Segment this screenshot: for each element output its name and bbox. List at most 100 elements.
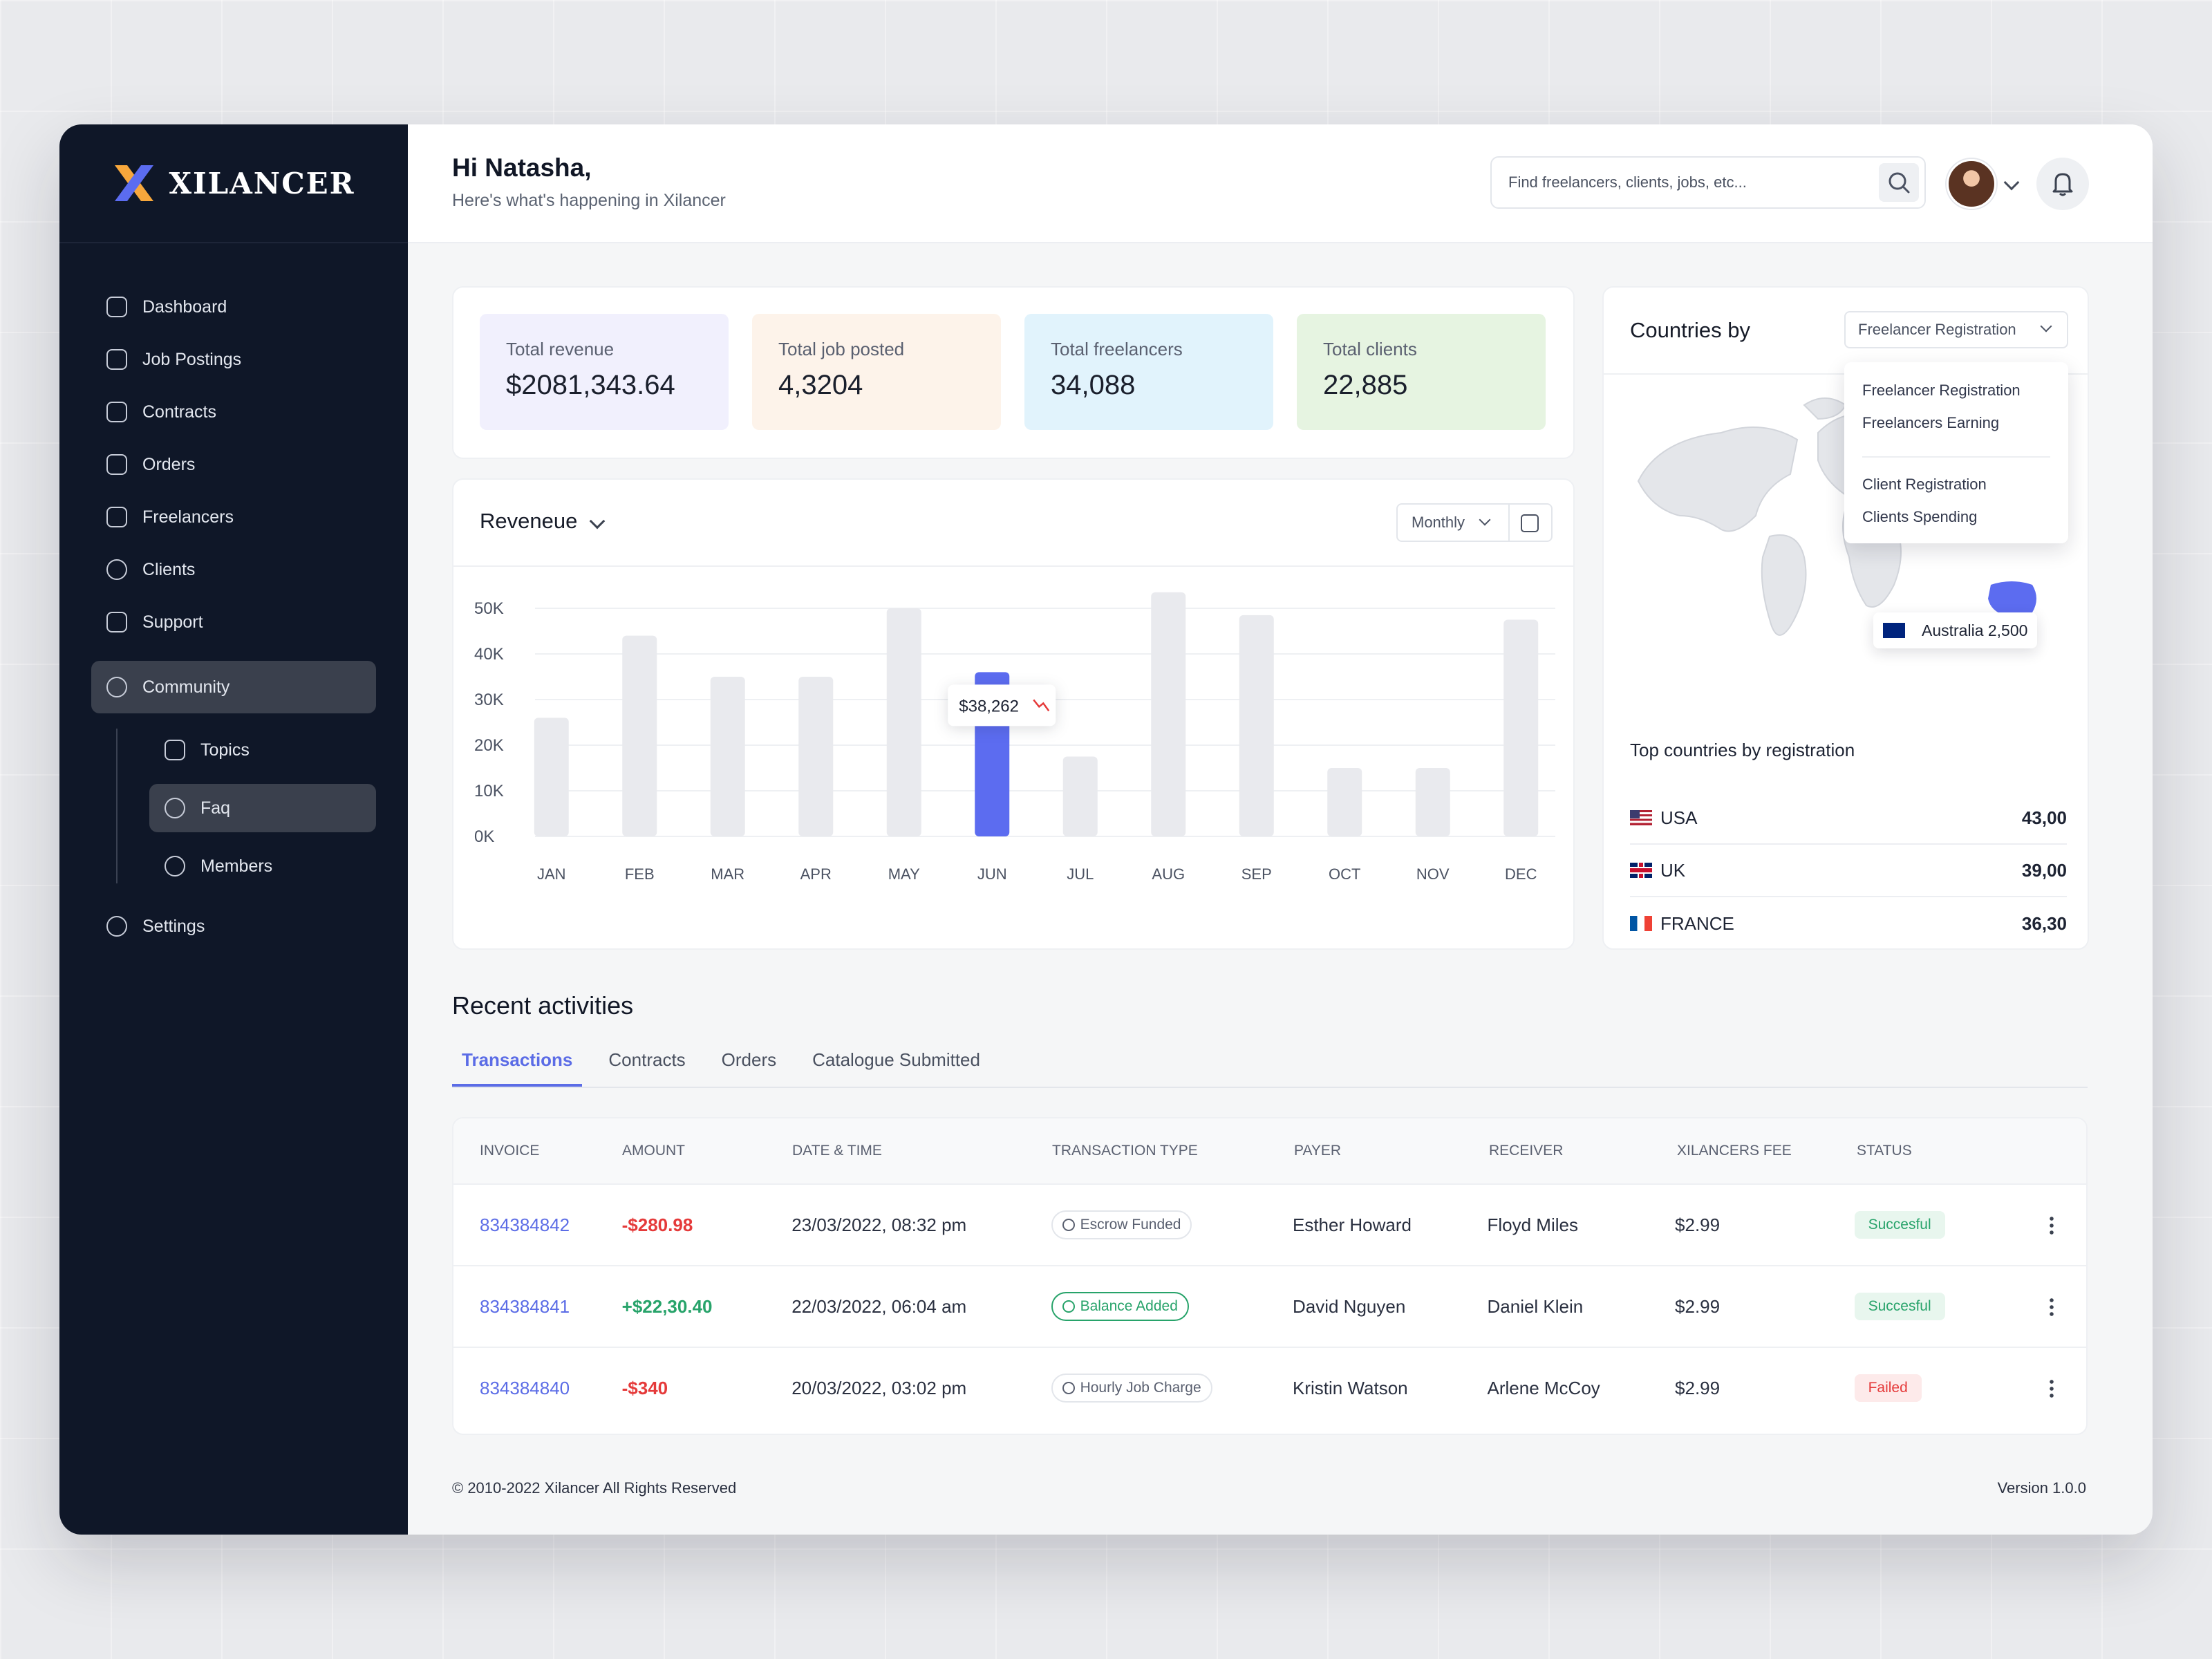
revenue-title[interactable]: Reveneue (480, 509, 578, 533)
notification-button[interactable] (2036, 158, 2089, 210)
greeting: Hi Natasha, Here's what's happening in X… (452, 153, 726, 211)
y-tick-label: 40K (474, 645, 504, 664)
dollar-icon (1062, 1382, 1075, 1394)
table-header: INVOICE AMOUNT DATE & TIME TRANSACTION T… (453, 1118, 2086, 1183)
tab-orders[interactable]: Orders (721, 1049, 777, 1070)
activity-tabs: Transactions Contracts Orders Catalogue … (452, 1044, 2088, 1088)
payer: Esther Howard (1292, 1214, 1412, 1235)
topics-icon (165, 740, 185, 760)
chevron-down-icon[interactable] (589, 513, 606, 529)
sidebar-item-job-postings[interactable]: Job Postings (91, 333, 376, 386)
amount: +$22,30.40 (621, 1295, 713, 1317)
bar-nov[interactable] (1415, 768, 1450, 836)
x-tick-label: APR (800, 865, 832, 883)
country-row: FRANCE 36,30 (1630, 897, 2067, 950)
bar-may[interactable] (886, 608, 921, 836)
sidebar-item-freelancers[interactable]: Freelancers (91, 491, 376, 543)
bar-feb[interactable] (622, 635, 657, 836)
bar-apr[interactable] (798, 677, 834, 836)
fee: $2.99 (1675, 1295, 1721, 1317)
revenue-chart: 50K 40K 30K 20K 10K 0K JAN FEB MAR APR MAY JUN $38,2… (474, 592, 1555, 883)
community-icon (106, 677, 127, 697)
bar-dec[interactable] (1503, 619, 1539, 837)
stat-total-clients: Total clients 22,885 (1297, 314, 1546, 430)
sidebar-item-community[interactable]: Community (91, 661, 376, 713)
country-value: 39,00 (2021, 859, 2067, 881)
sidebar-subitem-members[interactable]: Members (149, 842, 376, 890)
table-row: 834384842 -$280.98 23/03/2022, 08:32 pm … (453, 1183, 2086, 1265)
column-header: PAYER (1294, 1143, 1342, 1159)
bar-mar[interactable] (710, 677, 745, 836)
australia-shape[interactable] (1988, 581, 2036, 618)
recent-activities-title: Recent activities (452, 991, 634, 1020)
receiver: Arlene McCoy (1487, 1377, 1600, 1398)
date-time: 23/03/2022, 08:32 pm (791, 1214, 967, 1235)
search-input[interactable] (1508, 174, 1868, 191)
country-value: 43,00 (2021, 807, 2067, 828)
stat-label: Total clients (1323, 339, 1417, 359)
dropdown-option[interactable]: Client Registration (1862, 476, 1987, 493)
receiver: Floyd Miles (1487, 1214, 1578, 1235)
sidebar: XILANCER Dashboard Job Postings Contract… (59, 124, 408, 1535)
bar-jan[interactable] (534, 718, 569, 836)
sidebar-item-label: Support (142, 612, 203, 632)
column-header: INVOICE (480, 1143, 540, 1159)
x-tick-label: NOV (1416, 865, 1450, 883)
sidebar-subitem-label: Members (200, 856, 273, 876)
status-badge: Failed (1854, 1374, 1922, 1402)
country-row: UK 39,00 (1630, 845, 2067, 897)
members-icon (165, 856, 185, 877)
country-name: UK (1660, 859, 1686, 881)
dropdown-option[interactable]: Clients Spending (1862, 508, 1978, 525)
column-header: RECEIVER (1489, 1143, 1564, 1159)
period-select[interactable]: Monthly (1396, 503, 1553, 542)
bar-jul[interactable] (1062, 756, 1098, 837)
bell-icon (2052, 173, 2073, 196)
dropdown-option[interactable]: Freelancers Earning (1862, 414, 2000, 431)
stats-card: Total revenue $2081,343.64 Total job post… (452, 286, 1575, 459)
map-tooltip: Australia 2,500 (1873, 612, 2038, 648)
stat-value: 34,088 (1051, 370, 1136, 400)
bar-aug[interactable] (1151, 592, 1186, 836)
tab-transactions[interactable]: Transactions (452, 1044, 583, 1087)
invoice-link[interactable]: 834384840 (480, 1377, 570, 1398)
more-options-icon[interactable] (2050, 1378, 2054, 1398)
sidebar-item-clients[interactable]: Clients (91, 543, 376, 596)
x-tick-label: MAY (888, 865, 920, 883)
dashboard-icon (106, 297, 127, 317)
sidebar-item-contracts[interactable]: Contracts (91, 386, 376, 438)
transaction-type: Balance Added (1080, 1298, 1178, 1314)
bar-sep[interactable] (1239, 615, 1274, 836)
country-row: USA 43,00 (1630, 792, 2067, 845)
invoice-link[interactable]: 834384842 (480, 1214, 570, 1235)
sidebar-item-settings[interactable]: Settings (91, 900, 376, 953)
more-options-icon[interactable] (2050, 1297, 2054, 1316)
more-options-icon[interactable] (2050, 1215, 2054, 1235)
invoice-link[interactable]: 834384841 (480, 1295, 570, 1317)
tab-catalogue-submitted[interactable]: Catalogue Submitted (812, 1049, 980, 1070)
dropdown-option[interactable]: Freelancer Registration (1862, 382, 2021, 399)
sidebar-subitem-label: Topics (200, 740, 250, 760)
stat-label: Total job posted (778, 339, 905, 359)
x-tick-label: SEP (1241, 865, 1272, 883)
sidebar-subitem-faq[interactable]: Faq (149, 784, 376, 832)
y-tick-label: 30K (474, 691, 504, 709)
x-tick-label: DEC (1505, 865, 1537, 883)
clients-icon (106, 559, 127, 580)
brand[interactable]: XILANCER (59, 124, 408, 243)
bar-oct[interactable] (1327, 768, 1362, 836)
sidebar-item-support[interactable]: Support (91, 596, 376, 648)
status-badge: Succesful (1854, 1211, 1945, 1239)
tab-contracts[interactable]: Contracts (608, 1049, 686, 1070)
chevron-down-icon[interactable] (2003, 174, 2020, 191)
avatar[interactable] (1947, 159, 1996, 209)
search-button[interactable] (1879, 163, 1919, 202)
sidebar-item-orders[interactable]: Orders (91, 438, 376, 491)
sidebar-item-dashboard[interactable]: Dashboard (91, 281, 376, 333)
stat-label: Total freelancers (1051, 339, 1183, 359)
column-header: TRANSACTION TYPE (1052, 1143, 1198, 1159)
calendar-icon[interactable] (1521, 514, 1539, 532)
countries-metric-select[interactable]: Freelancer Registration (1844, 311, 2068, 348)
status-badge: Succesful (1854, 1293, 1945, 1320)
sidebar-subitem-topics[interactable]: Topics (149, 726, 376, 774)
